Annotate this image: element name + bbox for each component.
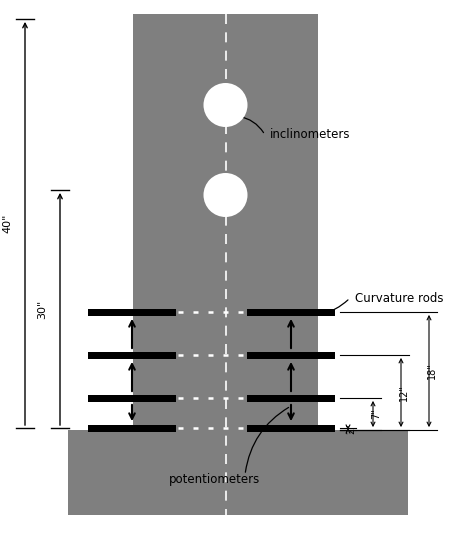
Text: 7": 7" xyxy=(371,409,381,419)
Bar xyxy=(88,425,176,432)
Text: inclinometers: inclinometers xyxy=(270,128,351,141)
Bar xyxy=(247,395,335,402)
Bar xyxy=(88,309,176,316)
Bar xyxy=(88,352,176,359)
Bar xyxy=(247,425,335,432)
Text: 2": 2" xyxy=(346,424,356,434)
Text: 12": 12" xyxy=(399,384,409,401)
Text: Curvature rods: Curvature rods xyxy=(355,292,444,304)
Text: 30": 30" xyxy=(37,300,47,319)
Bar xyxy=(247,352,335,359)
Bar xyxy=(247,309,335,316)
Bar xyxy=(68,430,408,515)
Bar xyxy=(133,14,318,430)
Circle shape xyxy=(203,173,247,217)
Text: 18": 18" xyxy=(427,362,437,379)
Text: 40": 40" xyxy=(2,214,12,233)
Text: potentiometers: potentiometers xyxy=(169,473,261,487)
Circle shape xyxy=(203,83,247,127)
Bar xyxy=(88,395,176,402)
